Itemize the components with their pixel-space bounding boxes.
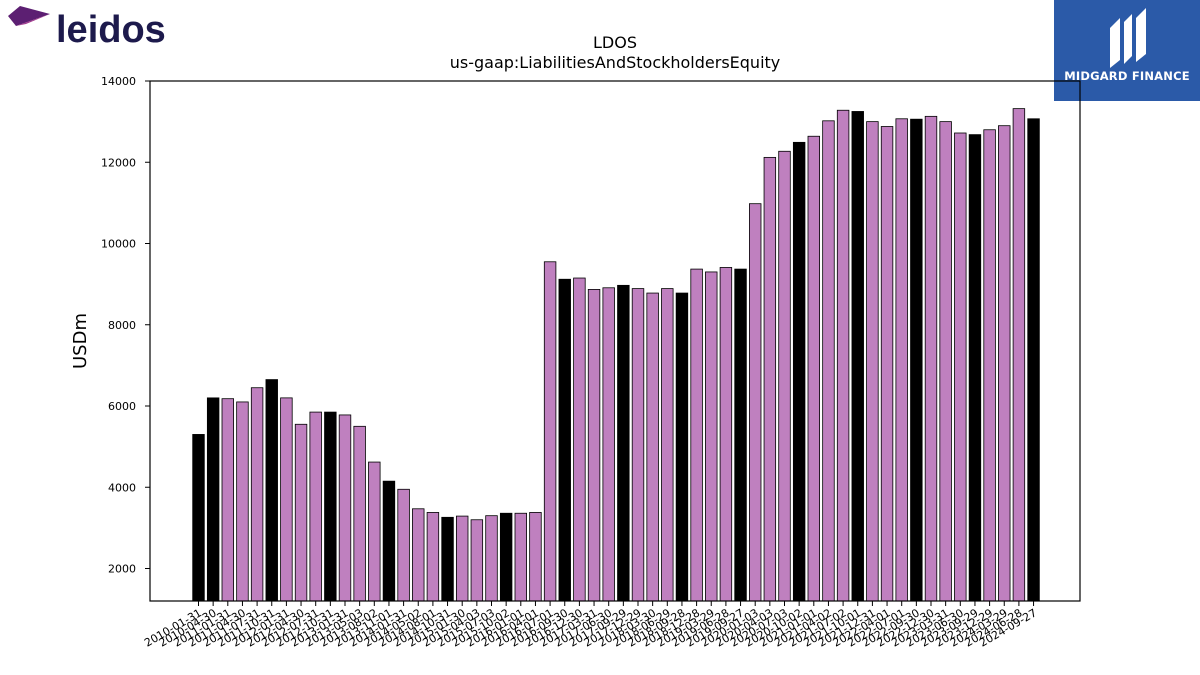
bar: [998, 125, 1011, 602]
bar: [690, 268, 703, 602]
bar: [221, 398, 235, 602]
y-tick-label: 8000: [108, 319, 136, 332]
bar: [749, 203, 762, 602]
bar: [426, 512, 440, 602]
y-tick-label: 10000: [101, 238, 136, 251]
chart-title: LDOS: [593, 33, 637, 52]
bar: [734, 268, 747, 602]
bar: [778, 150, 791, 602]
bar: [895, 118, 908, 602]
midgard-finance-logo: MIDGARD FINANCE: [1054, 0, 1200, 101]
plot-frame: [149, 80, 1081, 602]
bar: [675, 292, 689, 602]
bar: [338, 414, 352, 602]
bar: [617, 284, 630, 602]
bar: [792, 141, 806, 602]
logo-mark-dark: [8, 6, 50, 26]
bar: [441, 516, 454, 602]
y-tick-label: 2000: [108, 563, 136, 576]
bar: [382, 480, 396, 602]
bar: [954, 132, 967, 602]
logo-pillar-left: [1110, 18, 1120, 68]
bar: [968, 134, 982, 602]
bar: [661, 288, 674, 602]
bar: [558, 278, 571, 602]
bar: [939, 121, 952, 602]
bar: [851, 111, 864, 602]
bar: [836, 109, 850, 602]
y-tick-label: 6000: [108, 400, 136, 413]
bar: [206, 397, 220, 602]
bar: [573, 277, 586, 602]
y-axis: 2000 4000 6000 8000 10000 12000 14000: [101, 75, 150, 576]
midgard-finance-wordmark: MIDGARD FINANCE: [1064, 69, 1190, 83]
bar: [412, 508, 425, 602]
bar: [924, 115, 938, 602]
bar: [353, 425, 366, 602]
y-axis-label: USDm: [70, 313, 91, 369]
bar: [807, 135, 821, 602]
bar: [543, 261, 557, 602]
bar: [587, 289, 601, 602]
bar: [368, 461, 381, 602]
logo-mark-light: [16, 14, 50, 26]
bar: [646, 292, 659, 602]
bar: [250, 387, 264, 602]
logo-pillar-mid: [1124, 14, 1132, 64]
bar: [1012, 108, 1026, 602]
bar: [983, 129, 996, 602]
bar: [265, 379, 278, 602]
y-tick-label: 12000: [101, 156, 136, 169]
bar: [455, 515, 469, 602]
bar: [397, 488, 410, 602]
leidos-wordmark: leidos: [56, 9, 166, 48]
bar: [705, 271, 718, 602]
leidos-logo: leidos: [6, 4, 176, 51]
bar: [529, 512, 542, 602]
bar: [1027, 118, 1040, 602]
bar: [499, 512, 513, 602]
bar: [470, 519, 484, 602]
y-tick-label: 14000: [101, 75, 136, 88]
bar: [880, 126, 894, 602]
bar: [236, 401, 249, 602]
bar: [910, 118, 923, 602]
logo-pillar-right: [1136, 8, 1146, 62]
chart-subtitle: us-gaap:LiabilitiesAndStockholdersEquity: [450, 53, 781, 72]
bar: [866, 121, 879, 602]
bar: [602, 287, 615, 602]
bar: [192, 434, 205, 602]
x-axis: 2010-01-312010-04-302011-01-312011-04-30…: [142, 601, 1039, 650]
bar: [631, 288, 645, 602]
bar: [309, 411, 322, 602]
bar: [719, 267, 733, 602]
bar: [485, 515, 498, 602]
bar: [822, 120, 835, 602]
bar: [763, 156, 777, 602]
bar: [280, 397, 293, 602]
y-tick-label: 4000: [108, 481, 136, 494]
bar: [294, 423, 308, 602]
bar: [324, 411, 337, 602]
bars-group: [192, 108, 1040, 602]
bar: [514, 512, 528, 602]
